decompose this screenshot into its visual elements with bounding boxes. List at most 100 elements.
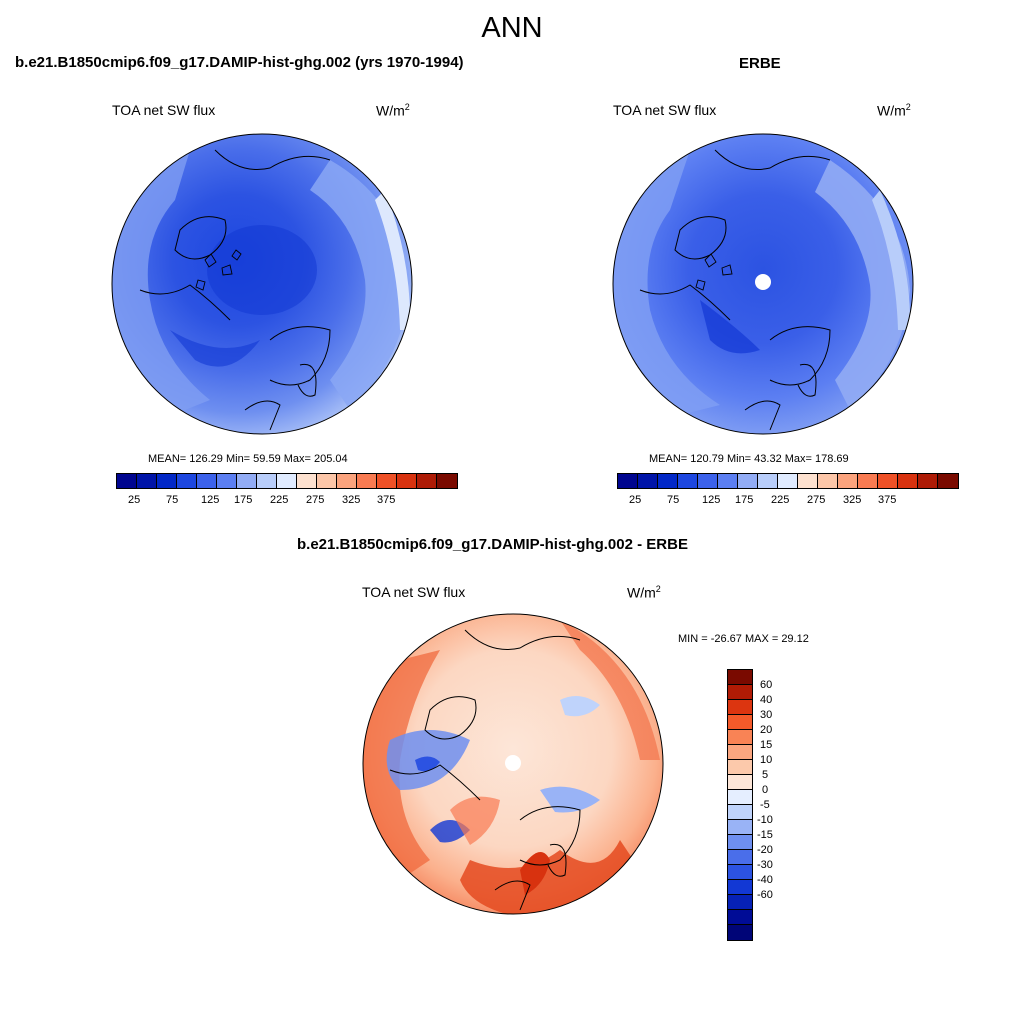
colorbar-swatch: [728, 745, 752, 760]
colorbar-swatch: [898, 474, 918, 488]
colorbar-swatch: [357, 474, 377, 488]
colorbar-swatch: [217, 474, 237, 488]
cb-right-tick: 225: [771, 494, 790, 506]
colorbar-swatch: [728, 685, 752, 700]
cb-left-tick: 375: [377, 494, 396, 506]
colorbar-swatch: [728, 835, 752, 850]
cb-diff-label: 5: [762, 769, 769, 781]
panel1-variable: TOA net SW flux: [112, 102, 216, 118]
colorbar-swatch: [337, 474, 357, 488]
cb-left-tick: 225: [270, 494, 289, 506]
colorbar-swatch: [157, 474, 177, 488]
colorbar-swatch: [377, 474, 397, 488]
colorbar-diff: [727, 669, 753, 941]
cb-diff-label: -30: [757, 859, 773, 871]
panel1-stats: MEAN= 126.29 Min= 59.59 Max= 205.04: [148, 453, 348, 465]
colorbar-swatch: [678, 474, 698, 488]
colorbar-swatch: [197, 474, 217, 488]
colorbar-swatch: [728, 850, 752, 865]
panel1-title: b.e21.B1850cmip6.f09_g17.DAMIP-hist-ghg.…: [15, 54, 464, 71]
cb-diff-label: -5: [760, 799, 770, 811]
cb-diff-label: -60: [757, 889, 773, 901]
colorbar-swatch: [277, 474, 297, 488]
diff-variable: TOA net SW flux: [362, 584, 466, 600]
cb-diff-label: 10: [760, 754, 773, 766]
colorbar-swatch: [137, 474, 157, 488]
cb-left-tick: 25: [128, 494, 141, 506]
colorbar-swatch: [397, 474, 417, 488]
colorbar-swatch: [728, 670, 752, 685]
map-model: [111, 133, 413, 435]
panel1-units: W/m2: [376, 102, 410, 119]
colorbar-swatch: [297, 474, 317, 488]
panel2-variable: TOA net SW flux: [613, 102, 717, 118]
colorbar-swatch: [838, 474, 858, 488]
colorbar-swatch: [728, 760, 752, 775]
colorbar-swatch: [417, 474, 437, 488]
cb-right-tick: 375: [878, 494, 897, 506]
cb-left-tick: 75: [166, 494, 179, 506]
cb-diff-label: -40: [757, 874, 773, 886]
colorbar-swatch: [728, 775, 752, 790]
cb-diff-label: 20: [760, 724, 773, 736]
colorbar-swatch: [728, 805, 752, 820]
map-observation: [612, 133, 914, 435]
colorbar-swatch: [728, 700, 752, 715]
colorbar-swatch: [728, 790, 752, 805]
cb-diff-label: 0: [762, 784, 769, 796]
colorbar-swatch: [878, 474, 898, 488]
cb-diff-label: -15: [757, 829, 773, 841]
cb-diff-label: -20: [757, 844, 773, 856]
colorbar-swatch: [117, 474, 137, 488]
cb-diff-label: 30: [760, 709, 773, 721]
colorbar-swatch: [918, 474, 938, 488]
colorbar-swatch: [858, 474, 878, 488]
diff-units: W/m2: [627, 584, 661, 601]
diff-title: b.e21.B1850cmip6.f09_g17.DAMIP-hist-ghg.…: [297, 536, 688, 553]
colorbar-swatch: [237, 474, 257, 488]
colorbar-swatch: [938, 474, 958, 488]
colorbar-swatch: [257, 474, 277, 488]
cb-left-tick: 275: [306, 494, 325, 506]
cb-left-tick: 325: [342, 494, 361, 506]
colorbar-swatch: [658, 474, 678, 488]
colorbar-swatch: [728, 910, 752, 925]
colorbar-swatch: [758, 474, 778, 488]
cb-right-tick: 275: [807, 494, 826, 506]
panel2-units: W/m2: [877, 102, 911, 119]
cb-diff-label: 15: [760, 739, 773, 751]
cb-left-tick: 125: [201, 494, 220, 506]
panel2-stats: MEAN= 120.79 Min= 43.32 Max= 178.69: [649, 453, 849, 465]
colorbar-swatch: [728, 895, 752, 910]
colorbar-swatch: [638, 474, 658, 488]
cb-right-tick: 25: [629, 494, 642, 506]
cb-diff-label: 60: [760, 679, 773, 691]
colorbar-swatch: [778, 474, 798, 488]
colorbar-swatch: [728, 865, 752, 880]
cb-right-tick: 125: [702, 494, 721, 506]
colorbar-swatch: [317, 474, 337, 488]
diff-minmax: MIN = -26.67 MAX = 29.12: [678, 633, 809, 645]
colorbar-swatch: [698, 474, 718, 488]
colorbar-swatch: [738, 474, 758, 488]
colorbar-swatch: [798, 474, 818, 488]
missing-data-hole: [755, 274, 771, 290]
cb-left-tick: 175: [234, 494, 253, 506]
colorbar-swatch: [728, 730, 752, 745]
colorbar-right: [617, 473, 959, 489]
panel2-title: ERBE: [739, 55, 781, 72]
plot-title: ANN: [481, 12, 543, 44]
cb-right-tick: 175: [735, 494, 754, 506]
cb-diff-label: 40: [760, 694, 773, 706]
cb-right-tick: 325: [843, 494, 862, 506]
colorbar-swatch: [718, 474, 738, 488]
cb-right-tick: 75: [667, 494, 680, 506]
colorbar-swatch: [818, 474, 838, 488]
colorbar-swatch: [728, 925, 752, 940]
colorbar-swatch: [177, 474, 197, 488]
colorbar-left: [116, 473, 458, 489]
colorbar-swatch: [728, 715, 752, 730]
colorbar-swatch: [728, 820, 752, 835]
colorbar-swatch: [437, 474, 457, 488]
